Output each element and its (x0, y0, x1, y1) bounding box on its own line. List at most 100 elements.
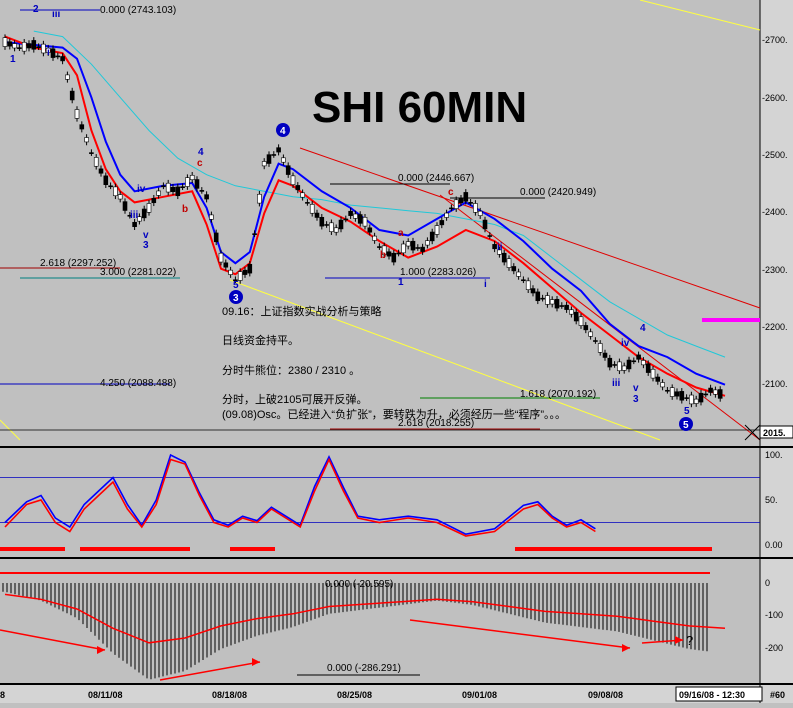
candle-body (185, 177, 190, 187)
candle-body (689, 394, 694, 405)
candle-body (511, 266, 517, 272)
candle-body (252, 233, 257, 235)
wave-label: 5 (233, 280, 239, 291)
current-price-label: 2015. (763, 428, 786, 438)
candle-body (189, 174, 195, 181)
date-label: 08/25/08 (337, 690, 372, 700)
wave-label: c (448, 187, 454, 198)
candle-body (362, 216, 368, 227)
candle-body (655, 376, 661, 382)
candle-body (348, 210, 353, 216)
candle-body (127, 214, 133, 217)
candle-body (343, 218, 349, 221)
candle-body (497, 249, 502, 255)
candle-body (175, 186, 181, 197)
candle-body (55, 55, 61, 58)
candle-body (199, 190, 205, 192)
candle-body (338, 219, 344, 230)
price-tick: -2200. (762, 322, 788, 332)
candle-body (93, 157, 99, 167)
candle-body (276, 147, 281, 153)
candle-body (564, 304, 569, 310)
fib-label: 3.000 (2281.022) (100, 267, 176, 278)
candle-body (146, 203, 152, 213)
chart-title: SHI 60MIN (312, 83, 527, 132)
candle-body (626, 359, 632, 370)
annotation: 分时，上破2105可展开反弹。 (222, 392, 367, 406)
candle-body (554, 298, 560, 309)
candle-body (439, 220, 445, 226)
candle-body (665, 389, 670, 392)
candle-body (559, 305, 565, 307)
blue-ma-line (4, 41, 726, 386)
candle-body (290, 175, 296, 185)
candle-body (645, 363, 651, 373)
candle-body (660, 382, 665, 388)
candle-body (405, 241, 411, 247)
date-label: 09/08/08 (588, 690, 623, 700)
osc-signal-bar (0, 547, 65, 551)
candle-body (506, 258, 512, 268)
wave-label: iv (621, 338, 630, 349)
fib-label: 0.000 (2446.667) (398, 173, 474, 184)
macd-tick: -200 (765, 643, 783, 653)
candle-body (2, 37, 8, 47)
candle-body (444, 212, 449, 218)
candle-body (117, 194, 123, 200)
candle-body (98, 168, 104, 174)
osc-blue-line (4, 453, 596, 536)
candle-body (156, 190, 161, 196)
svg-text:3: 3 (233, 293, 239, 304)
wave-label: iii (612, 378, 621, 389)
candle-body (535, 291, 541, 302)
arrow-head (252, 658, 260, 666)
wave-label: 4 (640, 323, 646, 334)
candle-body (261, 161, 267, 167)
candle-body (45, 47, 51, 53)
candle-body (674, 391, 680, 397)
macd-signal-line (4, 593, 726, 644)
candle-body (703, 393, 709, 396)
corner-label: #60 (770, 690, 785, 700)
arrow-annotation (409, 619, 631, 649)
current-date-label: 09/16/08 - 12:30 (679, 690, 745, 700)
trend-line (639, 0, 761, 31)
price-tick: -2100. (762, 379, 788, 389)
candle-body (12, 43, 17, 49)
candle-body (333, 227, 339, 233)
candle-body (329, 222, 334, 232)
candle-body (103, 175, 109, 185)
candle-body (583, 325, 589, 331)
candle-body (588, 331, 593, 337)
candle-body (449, 207, 454, 210)
price-tick: -2400. (762, 207, 788, 217)
fib-label: 4.250 (2088.488) (100, 378, 176, 389)
candle-body (281, 157, 286, 163)
wave-label: v (143, 230, 149, 241)
candle-body (305, 202, 310, 204)
date-axis-labels: 8 08/11/08 08/18/08 08/25/08 09/01/08 09… (0, 686, 785, 702)
candle-body (7, 41, 13, 47)
candle-body (233, 279, 238, 282)
macd-tick: -100 (765, 610, 783, 620)
candle-body (631, 360, 637, 363)
candle-body (257, 193, 262, 204)
candle-body (401, 243, 406, 254)
candle-body (213, 232, 219, 243)
wave-label: ii (497, 242, 503, 253)
candle-body (593, 340, 598, 342)
wave-label: a (398, 228, 404, 239)
candle-body (41, 43, 46, 54)
arrow-annotation (0, 629, 106, 651)
right-axis-strip (760, 0, 793, 703)
candle-body (516, 271, 521, 277)
macd-axis: 0 -100 -200 (765, 578, 783, 653)
candle-body (367, 227, 373, 233)
date-label: 08/11/08 (88, 690, 123, 700)
candle-body (482, 219, 488, 230)
candle-body (641, 360, 646, 366)
candle-body (309, 204, 315, 214)
date-label: 8 (0, 690, 5, 700)
candle-body (247, 263, 253, 274)
candle-body (324, 224, 329, 226)
